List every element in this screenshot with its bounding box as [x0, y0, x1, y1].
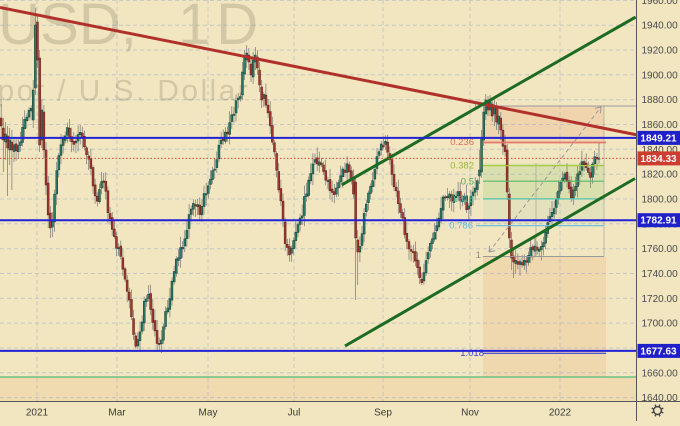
svg-text:Sep: Sep: [374, 408, 392, 419]
svg-text:1834.33: 1834.33: [640, 154, 677, 165]
svg-text:1740.00: 1740.00: [642, 269, 679, 280]
svg-text:1D: 1D: [178, 0, 264, 57]
svg-text:1849.21: 1849.21: [640, 133, 677, 144]
svg-text:1900.00: 1900.00: [642, 70, 679, 81]
svg-text:0.618: 0.618: [450, 194, 474, 205]
svg-text:1800.00: 1800.00: [642, 195, 679, 206]
svg-text:1677.63: 1677.63: [640, 346, 677, 357]
svg-text:0.5: 0.5: [461, 176, 474, 187]
svg-text:Nov: Nov: [461, 408, 479, 419]
svg-text:1720.00: 1720.00: [642, 294, 679, 305]
svg-text:1760.00: 1760.00: [642, 244, 679, 255]
svg-text:0.786: 0.786: [449, 220, 473, 231]
svg-text:1700.00: 1700.00: [642, 319, 679, 330]
svg-text:0.382: 0.382: [450, 161, 474, 172]
svg-text:1920.00: 1920.00: [642, 46, 679, 57]
svg-text:1860.00: 1860.00: [642, 120, 679, 131]
svg-text:XAUUSD,: XAUUSD,: [0, 0, 137, 57]
svg-text:2022: 2022: [549, 408, 572, 419]
svg-text:Mar: Mar: [108, 408, 126, 419]
svg-text:1960.00: 1960.00: [642, 0, 679, 7]
svg-text:May: May: [199, 408, 218, 419]
svg-text:1.018: 1.018: [460, 348, 484, 359]
svg-text:1820.00: 1820.00: [642, 170, 679, 181]
svg-text:1940.00: 1940.00: [642, 21, 679, 32]
svg-text:1782.91: 1782.91: [640, 216, 677, 227]
svg-text:2021: 2021: [26, 408, 49, 419]
svg-text:1660.00: 1660.00: [642, 368, 679, 379]
svg-text:Jul: Jul: [288, 408, 301, 419]
svg-text:1880.00: 1880.00: [642, 95, 679, 106]
svg-text:1: 1: [476, 250, 481, 261]
svg-text:Gold Spot / U.S. Dollar: Gold Spot / U.S. Dollar: [0, 75, 250, 108]
